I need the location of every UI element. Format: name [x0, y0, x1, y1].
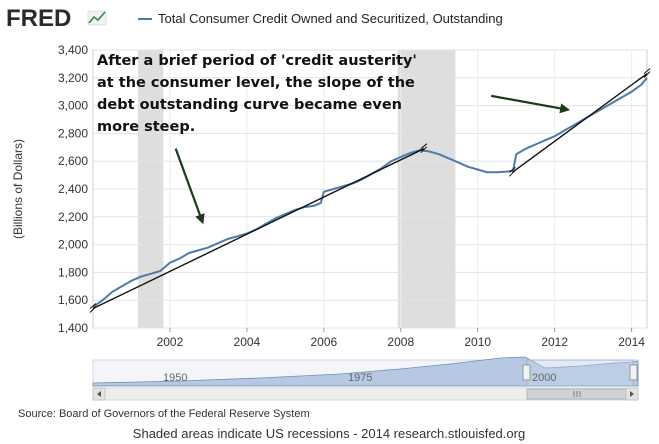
trend-end-mark	[89, 303, 97, 313]
pointer-arrow	[174, 148, 205, 225]
y-tick-label: 1,400	[58, 321, 88, 335]
navigator-tick: 1950	[163, 372, 187, 384]
x-tick-label: 2014	[618, 335, 645, 349]
grip-icon	[573, 391, 581, 397]
y-tick-label: 3,000	[58, 99, 88, 113]
annotation-line: debt outstanding curve became even	[97, 97, 402, 113]
navigator[interactable]: 1950 1975 2000	[92, 356, 639, 387]
y-tick-label: 1,800	[58, 265, 88, 279]
trend-end-mark	[420, 143, 428, 154]
legend: Total Consumer Credit Owned and Securiti…	[138, 11, 503, 26]
annotation-line: After a brief period of 'credit austerit…	[97, 53, 417, 69]
source-text: Source: Board of Governors of the Federa…	[18, 408, 310, 420]
navigator-series	[92, 356, 639, 387]
trend-end-mark	[643, 68, 651, 78]
y-tick-label: 2,200	[58, 210, 88, 224]
footer-note: Shaded areas indicate US recessions - 20…	[133, 426, 525, 441]
annotation-text: After a brief period of 'credit austerit…	[97, 53, 417, 135]
trend-line	[511, 73, 648, 173]
y-axis-ticks: 1,400 1,600 1,800 2,000 2,200 2,400 2,600 2,800…	[58, 43, 88, 335]
scrollbar[interactable]	[92, 387, 639, 401]
navigator-tick: 1975	[348, 372, 372, 384]
navigator-tick: 2000	[532, 372, 556, 384]
x-tick-label: 2008	[387, 335, 414, 349]
plot-area: 1,400 1,600 1,800 2,000 2,200 2,400 2,600 2,800…	[58, 43, 651, 349]
scrollbar-thumb[interactable]	[526, 388, 627, 400]
navigator-handle-right[interactable]	[629, 364, 638, 381]
y-tick-label: 3,400	[58, 43, 88, 57]
navigator-handle-left[interactable]	[522, 364, 531, 381]
x-tick-label: 2010	[464, 335, 491, 349]
y-tick-label: 2,600	[58, 154, 88, 168]
y-tick-label: 3,200	[58, 71, 88, 85]
x-tick-label: 2002	[157, 335, 184, 349]
x-axis-ticks: 2002 2004 2006 2008 2010 2012 2014	[157, 328, 645, 349]
y-tick-label: 1,600	[58, 293, 88, 307]
grid	[93, 49, 647, 329]
pointer-arrow	[490, 94, 571, 114]
x-tick-label: 2006	[310, 335, 337, 349]
fred-logo[interactable]: FRED	[6, 5, 107, 32]
x-tick-label: 2012	[541, 335, 568, 349]
arrow-right-icon[interactable]	[625, 387, 639, 401]
y-tick-label: 2,400	[58, 182, 88, 196]
sparkline-icon	[87, 10, 107, 26]
trend-line	[92, 148, 425, 310]
y-axis-label: (Billions of Dollars)	[11, 139, 25, 239]
legend-label: Total Consumer Credit Owned and Securiti…	[158, 11, 503, 26]
annotation-line: more steep.	[97, 119, 195, 135]
pointer-arrows	[174, 94, 571, 225]
arrow-left-icon[interactable]	[92, 387, 106, 401]
x-tick-label: 2004	[234, 335, 261, 349]
trend-lines	[89, 68, 651, 313]
y-tick-label: 2,000	[58, 238, 88, 252]
logo-text: FRED	[6, 5, 71, 32]
y-tick-label: 2,800	[58, 126, 88, 140]
annotation-line: at the consumer level, the slope of the	[97, 75, 415, 91]
trend-end-mark	[508, 166, 516, 177]
